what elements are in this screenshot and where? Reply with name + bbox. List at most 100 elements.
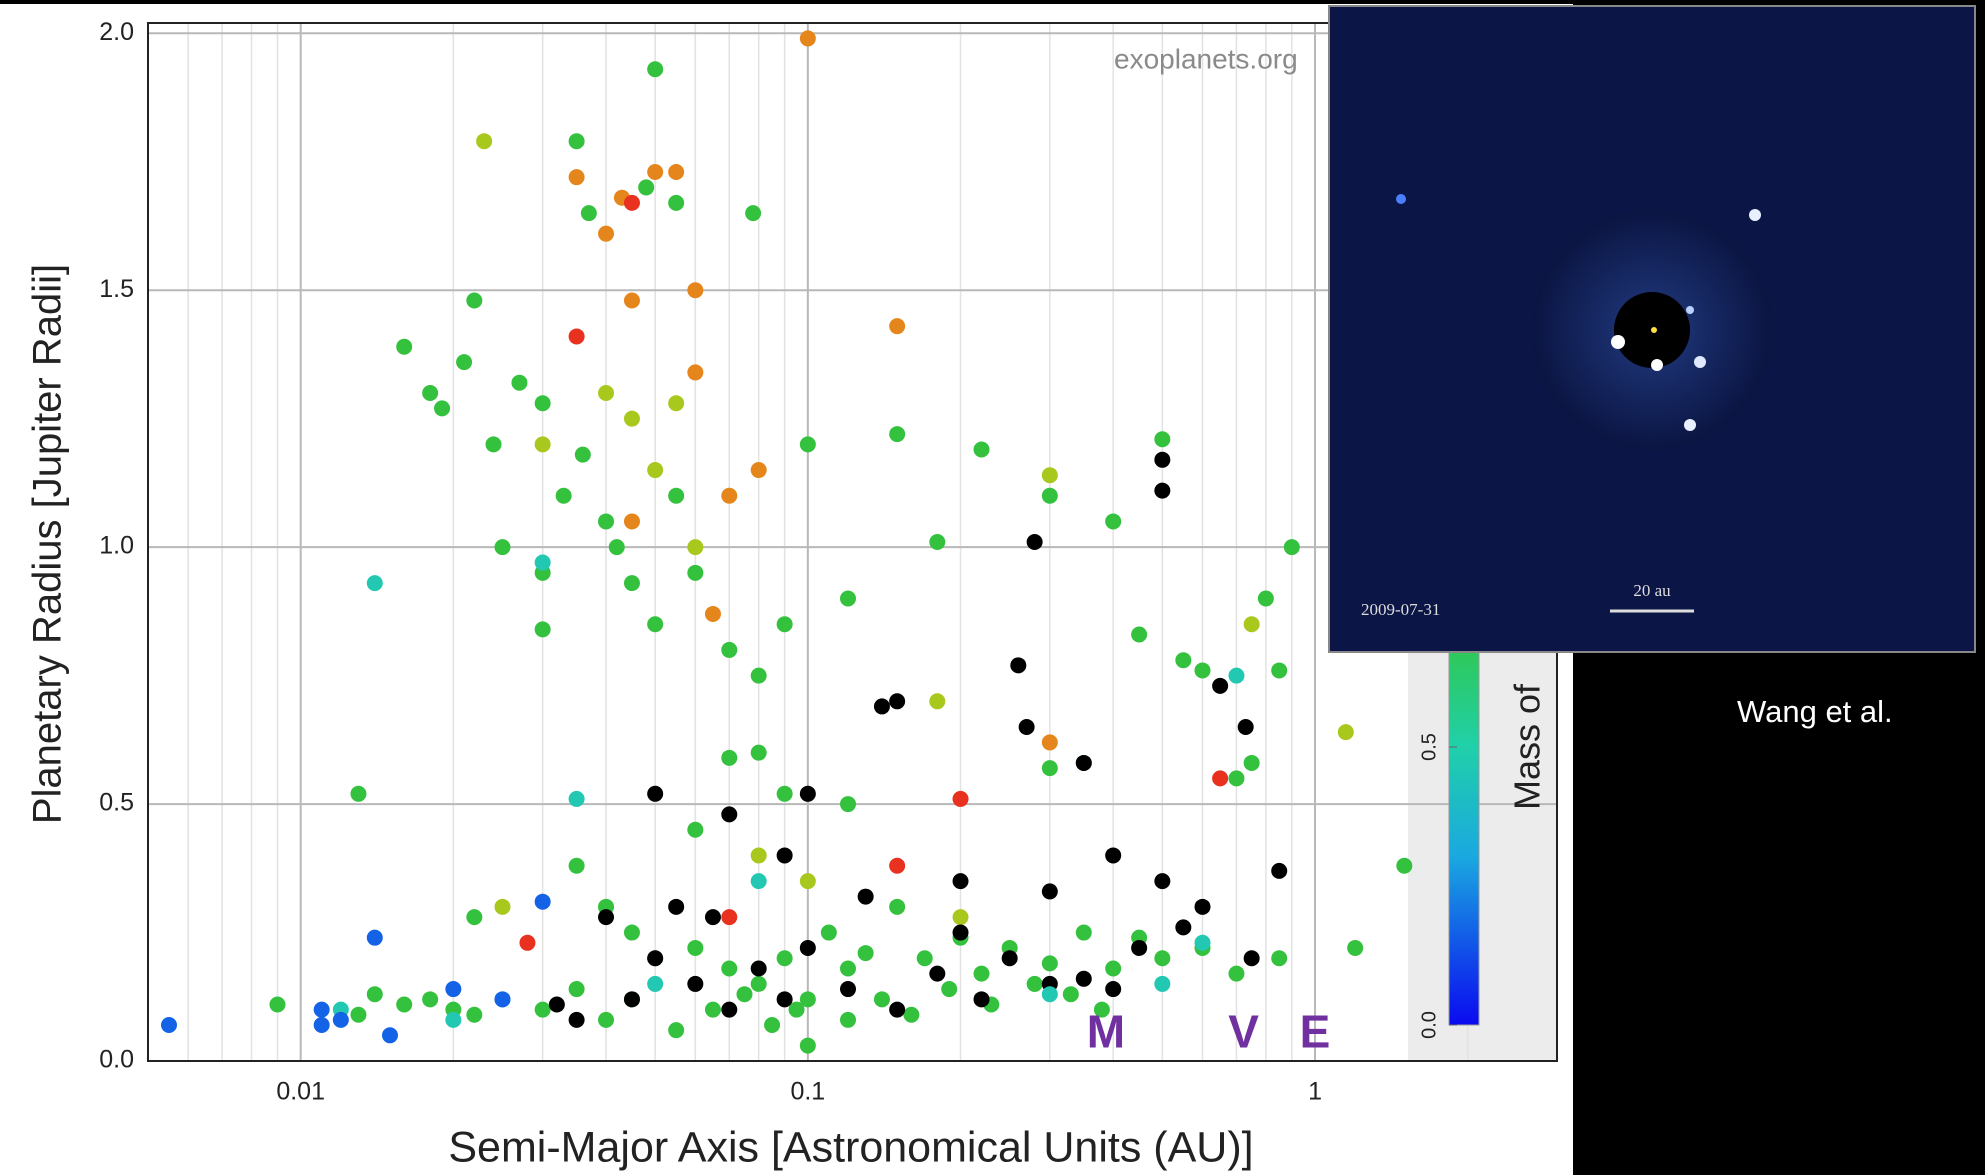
point <box>1105 960 1122 977</box>
point <box>973 441 990 458</box>
point <box>580 205 597 222</box>
point <box>941 981 958 998</box>
point <box>840 1011 857 1028</box>
point <box>764 1017 781 1034</box>
point <box>476 133 493 150</box>
point <box>534 621 551 638</box>
inset-image: 2009-07-31 20 au <box>1328 5 1976 653</box>
point <box>873 698 890 715</box>
point <box>840 960 857 977</box>
point <box>721 960 738 977</box>
point <box>534 1001 551 1018</box>
point <box>1271 862 1288 879</box>
point <box>534 395 551 412</box>
point <box>889 898 906 915</box>
point <box>721 1001 738 1018</box>
annotation: E <box>1300 1005 1331 1057</box>
point <box>366 575 383 592</box>
point <box>776 950 793 967</box>
point <box>1194 934 1211 951</box>
point <box>1154 975 1171 992</box>
point <box>721 487 738 504</box>
point <box>687 364 704 381</box>
point <box>952 909 969 926</box>
point <box>776 785 793 802</box>
point <box>1212 770 1229 787</box>
point <box>1075 754 1092 771</box>
inset-scale-label: 20 au <box>1633 581 1671 600</box>
point <box>445 1011 462 1028</box>
point <box>350 785 367 802</box>
point <box>704 909 721 926</box>
point <box>704 605 721 622</box>
point <box>889 693 906 710</box>
point <box>687 539 704 556</box>
point <box>799 436 816 453</box>
point <box>952 924 969 941</box>
y-tick-label: 0.0 <box>99 1046 134 1074</box>
y-axis-label: Planetary Radius [Jupiter Radii] <box>26 264 70 824</box>
point <box>534 554 551 571</box>
point <box>1175 919 1192 936</box>
annotation: V <box>1228 1005 1259 1057</box>
point <box>840 981 857 998</box>
point <box>568 169 585 186</box>
point <box>1154 950 1171 967</box>
x-axis-label: Semi-Major Axis [Astronomical Units (AU)… <box>448 1123 1253 1171</box>
point <box>857 888 874 905</box>
point <box>1131 939 1148 956</box>
point <box>1337 724 1354 741</box>
point <box>647 462 664 479</box>
point <box>750 960 767 977</box>
point <box>1041 467 1058 484</box>
x-tick-label: 0.01 <box>276 1078 325 1106</box>
point <box>396 338 413 355</box>
point <box>889 426 906 443</box>
point <box>889 857 906 874</box>
point <box>1131 626 1148 643</box>
point <box>466 1006 483 1023</box>
points <box>160 30 1413 1054</box>
point <box>1154 431 1171 448</box>
point <box>381 1027 398 1044</box>
point <box>1105 513 1122 530</box>
point <box>799 991 816 1008</box>
point <box>1154 451 1171 468</box>
point <box>721 806 738 823</box>
point <box>1228 965 1245 982</box>
point <box>736 986 753 1003</box>
point <box>623 575 640 592</box>
y-tick-label: 1.0 <box>99 532 134 560</box>
point <box>750 462 767 479</box>
point <box>1237 718 1254 735</box>
credit: Wang et al. <box>1737 694 1893 729</box>
point <box>160 1017 177 1034</box>
point <box>750 744 767 761</box>
point <box>1075 924 1092 941</box>
point <box>466 292 483 309</box>
point <box>952 873 969 890</box>
point <box>1347 939 1364 956</box>
point <box>668 898 685 915</box>
point <box>1243 754 1260 771</box>
point <box>1212 677 1229 694</box>
point <box>511 374 528 391</box>
point <box>1093 1001 1110 1018</box>
point <box>668 194 685 211</box>
point <box>1041 760 1058 777</box>
point <box>704 1001 721 1018</box>
point <box>820 924 837 941</box>
planet <box>1396 194 1406 204</box>
point <box>1010 657 1027 674</box>
point <box>313 1017 330 1034</box>
point <box>799 785 816 802</box>
point <box>1018 718 1035 735</box>
point <box>494 898 511 915</box>
point <box>1026 975 1043 992</box>
point <box>687 821 704 838</box>
point <box>750 847 767 864</box>
point <box>916 950 933 967</box>
point <box>422 991 439 1008</box>
